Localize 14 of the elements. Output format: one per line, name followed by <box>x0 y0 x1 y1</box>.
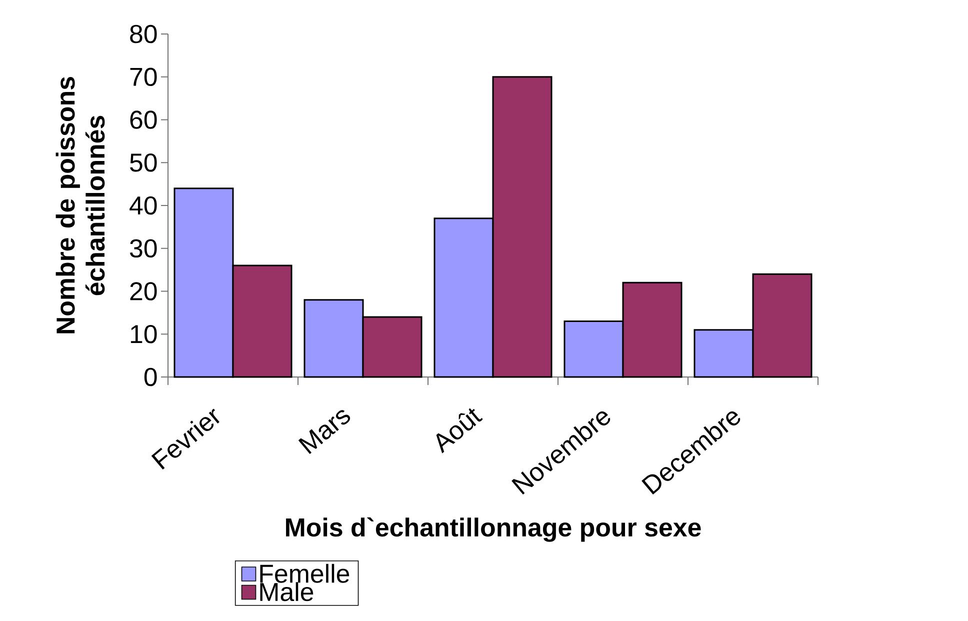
y-tick-label: 20 <box>130 282 157 300</box>
x-tick-label: Mars <box>298 410 350 454</box>
y-tick-label: 30 <box>130 239 157 258</box>
y-tick-label: 60 <box>130 110 157 129</box>
x-axis-title: Mois d`echantillonnage pour sexe <box>286 517 701 542</box>
y-tick-label: 70 <box>130 68 157 86</box>
y-tick-label: 40 <box>130 196 157 215</box>
legend-label: Femelle <box>260 564 350 583</box>
legend-label: Male <box>260 582 314 602</box>
y-tick-label: 80 <box>130 24 157 44</box>
y-tick-label: 10 <box>130 324 157 344</box>
y-tick-label: 0 <box>144 368 157 386</box>
y-axis-title: Nombre de poissons échantillonnés <box>56 77 105 334</box>
y-tick-label: 50 <box>130 153 157 172</box>
